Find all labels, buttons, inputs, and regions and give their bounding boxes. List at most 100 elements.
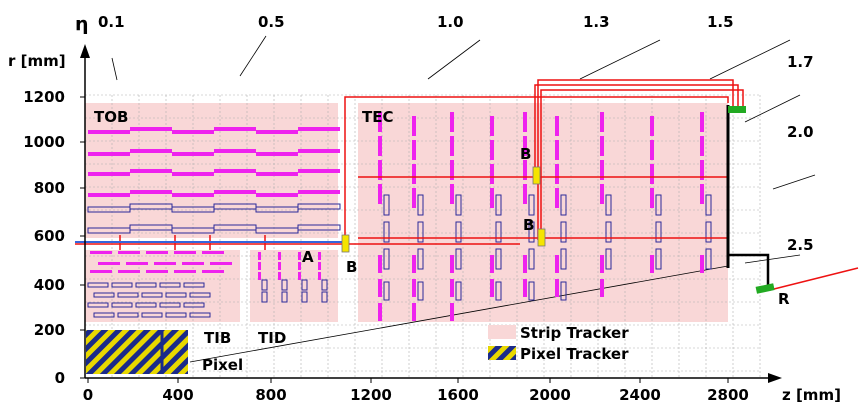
eta-lines [111, 35, 816, 363]
tob-module [88, 130, 130, 134]
tid-module [318, 262, 321, 270]
tob-module [298, 127, 340, 131]
eta-line [772, 174, 816, 190]
tec-module-double [560, 194, 567, 216]
eta-line [744, 254, 801, 264]
tid-label: TID [258, 329, 286, 347]
r-axis-label: r [mm] [8, 52, 66, 70]
tec-module [378, 303, 382, 321]
eta-line [579, 39, 661, 80]
tec-module [555, 164, 559, 184]
tec-module [555, 255, 559, 273]
tid-module-double [301, 291, 308, 303]
eta-line [427, 39, 481, 80]
tib-module [90, 251, 112, 254]
tib-module-double [141, 292, 163, 298]
tec-module [450, 255, 454, 273]
tec-module [412, 140, 416, 160]
tec-module [412, 188, 416, 208]
tib-module [118, 270, 140, 273]
tid-module [298, 262, 301, 270]
axis-ticks [80, 96, 729, 383]
tob-module [130, 127, 172, 131]
tib-module-double [111, 302, 133, 308]
tid-module [298, 272, 301, 280]
eta-label: 0.1 [98, 13, 125, 31]
eta-label: 2.5 [787, 236, 814, 254]
eta-labels: 0.1 0.5 1.0 1.3 1.5 1.7 2.0 2.5 [98, 13, 814, 254]
r-tick-labels: 1200 1000 800 600 400 200 0 [23, 88, 65, 387]
tob-module [256, 172, 298, 176]
tid-module [318, 272, 321, 280]
tid-module-double [321, 279, 328, 291]
tob-module [298, 169, 340, 173]
tec-module [523, 160, 527, 180]
tib-module [146, 270, 168, 273]
tec-module [490, 255, 494, 273]
tec-module-double [605, 194, 612, 216]
axes [80, 44, 782, 383]
tec-module-double [560, 221, 567, 243]
tid-module [298, 252, 301, 260]
tib-module [174, 270, 196, 273]
tec-module [450, 136, 454, 156]
eta-line [239, 35, 267, 77]
tec-module-double [705, 248, 712, 270]
laser-path-3 [534, 84, 739, 176]
tec-module-double [560, 248, 567, 270]
tob-module [256, 152, 298, 156]
tid-module [278, 272, 281, 280]
tec-module-double [495, 248, 502, 270]
z-tick-label: 2400 [619, 386, 661, 404]
tec-module [650, 164, 654, 184]
z-axis-label: z [mm] [782, 386, 841, 404]
tec-module [490, 279, 494, 297]
tec-module [450, 160, 454, 180]
eta-line [709, 39, 791, 80]
tec-module [378, 136, 382, 156]
tib-module-double [87, 302, 109, 308]
tec-module [412, 255, 416, 273]
eta-label: 2.0 [787, 123, 814, 141]
tec-module [600, 136, 604, 156]
tib-module [98, 262, 120, 265]
tid-module-double [321, 291, 328, 303]
tec-module [450, 303, 454, 321]
tib-module-double [183, 302, 205, 308]
tib-module-double [189, 312, 211, 318]
legend-strip-swatch [488, 325, 516, 339]
tec-module [600, 184, 604, 204]
tec-module [378, 279, 382, 297]
tid-region [250, 250, 338, 322]
r-tick-label: 800 [34, 179, 65, 197]
tob-module [214, 169, 256, 173]
marker-a: A [302, 248, 314, 266]
eta-label: 1.7 [787, 53, 814, 71]
tec-label: TEC [362, 108, 394, 126]
tib-module-double [141, 312, 163, 318]
tid-module [318, 252, 321, 260]
tib-module-double [165, 312, 187, 318]
r-tick-label: 600 [34, 227, 65, 245]
tec-module [490, 140, 494, 160]
tib-module [210, 262, 232, 265]
eta-label: 1.3 [583, 13, 610, 31]
tob-region [85, 103, 338, 238]
eta-label: 0.5 [258, 13, 285, 31]
tec-module-double [528, 194, 535, 216]
pixel-tracker-block [86, 330, 188, 374]
tec-module-double [528, 281, 535, 301]
tib-module-double [117, 292, 139, 298]
tec-module-double [455, 281, 462, 301]
tec-module [555, 279, 559, 297]
tid-module [278, 262, 281, 270]
tib-module-double [135, 282, 157, 288]
tec-module [700, 255, 704, 273]
marker-b-upper: B [520, 145, 531, 163]
tid-module [258, 252, 261, 260]
laser-path-2 [537, 79, 734, 240]
tob-module [214, 190, 256, 194]
tec-module [700, 112, 704, 132]
tec-module-double [705, 194, 712, 216]
tob-label: TOB [94, 108, 128, 126]
